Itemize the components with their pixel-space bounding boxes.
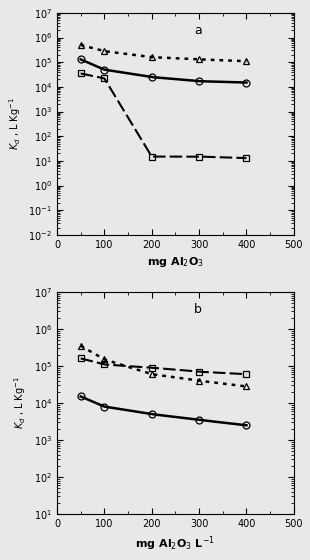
Text: b: b <box>194 303 202 316</box>
Y-axis label: $K_d$ , L Kg$^{-1}$: $K_d$ , L Kg$^{-1}$ <box>12 376 28 430</box>
Y-axis label: $K_d$ , L Kg$^{-1}$: $K_d$ , L Kg$^{-1}$ <box>7 97 23 150</box>
X-axis label: mg Al$_2$O$_3$: mg Al$_2$O$_3$ <box>147 255 204 269</box>
X-axis label: mg Al$_2$O$_3$ L$^{-1}$: mg Al$_2$O$_3$ L$^{-1}$ <box>135 534 215 553</box>
Text: a: a <box>194 24 202 37</box>
